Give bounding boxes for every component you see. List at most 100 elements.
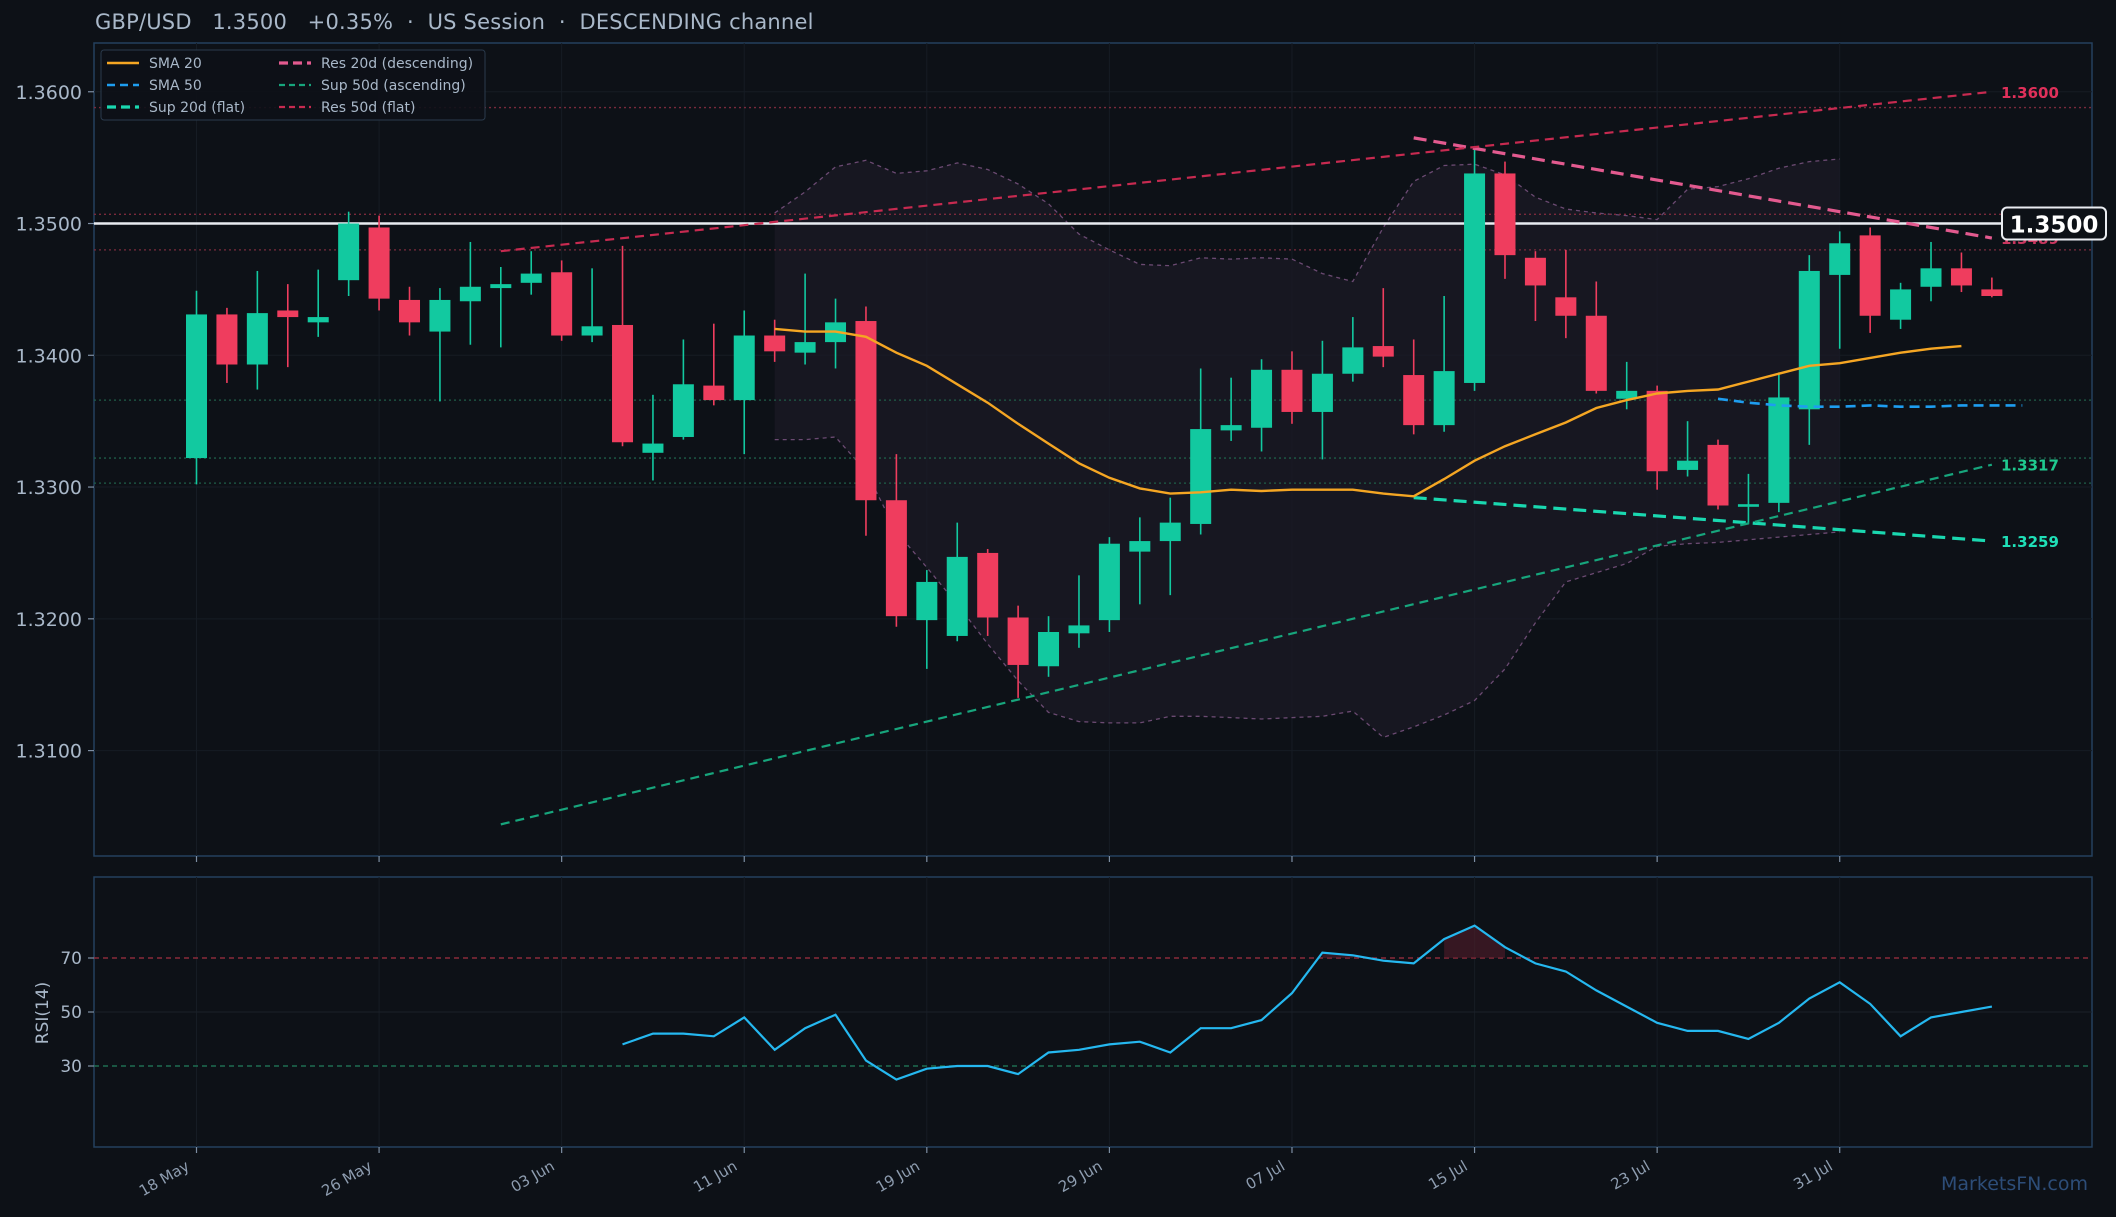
y-tick-label: 1.3400 [16, 345, 82, 367]
current-price-badge [2001, 206, 2107, 241]
candle-up [581, 326, 603, 336]
candle-up [946, 556, 968, 636]
candle-down [1372, 346, 1394, 357]
watermark: MarketsFN.com [1941, 1173, 2088, 1195]
candle-up [429, 299, 451, 332]
legend-label: Res 20d (descending) [321, 56, 473, 72]
candle-up [672, 384, 694, 437]
rsi-y-tick-label: 50 [60, 1003, 82, 1023]
rsi-overbought-fill [1474, 925, 1505, 958]
x-tick-label: 23 Jul [1608, 1157, 1653, 1194]
candle-down [1555, 297, 1577, 316]
candle-up [1251, 369, 1273, 428]
legend-label: Sup 20d (flat) [149, 100, 245, 116]
rsi-y-tick-label: 70 [60, 949, 82, 969]
x-tick-label: 26 May [319, 1157, 376, 1200]
candle-down [885, 500, 907, 617]
legend-label: SMA 50 [149, 78, 202, 94]
candle-down [977, 552, 999, 618]
candle-down [1981, 289, 2003, 296]
candle-up [1920, 268, 1942, 287]
x-tick-label: 31 Jul [1790, 1157, 1835, 1194]
candle-up [1342, 347, 1364, 374]
channel-line [500, 90, 1992, 253]
channel-line [500, 463, 1993, 826]
candle-down [764, 335, 786, 352]
candle-up [1464, 173, 1486, 383]
candle-up [1190, 429, 1212, 524]
candle-up [338, 223, 360, 281]
x-tick-label: 07 Jul [1243, 1157, 1288, 1194]
candle-up [1433, 371, 1455, 426]
candle-up [1311, 373, 1333, 412]
y-tick-label: 1.3100 [16, 741, 82, 763]
candle-down [1007, 617, 1029, 665]
candle-up [642, 443, 664, 453]
candle-up [1829, 243, 1851, 275]
candle-up [733, 335, 755, 401]
candle-up [1890, 289, 1912, 320]
rsi-axis-label: RSI(14) [33, 982, 53, 1045]
x-tick-label: 11 Jun [690, 1157, 740, 1196]
candle-down [1524, 257, 1546, 286]
candle-down [277, 310, 299, 318]
legend-label: Res 50d (flat) [321, 100, 415, 116]
x-tick-label: 03 Jun [508, 1157, 558, 1196]
candle-down [1403, 375, 1425, 426]
y-tick-label: 1.3500 [16, 214, 82, 236]
candle-down [1494, 173, 1516, 256]
candle-up [490, 284, 512, 289]
candle-down [1646, 390, 1668, 472]
candle-down [216, 314, 238, 365]
candle-up [1677, 460, 1699, 470]
rsi-line [622, 924, 1993, 1081]
y-tick-label: 1.3300 [16, 477, 82, 499]
candle-down [855, 321, 877, 501]
candle-down [1585, 315, 1607, 391]
candle-up [1129, 541, 1151, 552]
header-channel: DESCENDING channel [579, 10, 814, 34]
channel-level-label: 1.3317 [2001, 457, 2059, 475]
candle-up [794, 342, 816, 353]
rsi-overbought-fill [1444, 925, 1475, 958]
candle-up [916, 581, 938, 621]
candle-up [307, 317, 329, 323]
x-tick-label: 18 May [136, 1157, 193, 1200]
header-price: 1.3500 [212, 10, 288, 34]
header-session: US Session [427, 10, 546, 34]
candle-up [1737, 504, 1759, 507]
bollinger-upper-line [774, 158, 1840, 283]
candle-up [246, 313, 268, 365]
x-tick-label: 29 Jun [1055, 1157, 1105, 1196]
candle-up [1220, 425, 1242, 431]
channel-line [1413, 136, 1993, 240]
y-tick-label: 1.3200 [16, 609, 82, 631]
candle-down [1281, 369, 1303, 412]
header-symbol: GBP/USD [95, 10, 192, 34]
candle-down [368, 227, 390, 299]
candle-up [1768, 397, 1790, 503]
candle-down [1859, 235, 1881, 316]
candle-up [520, 273, 542, 283]
candle-up [1616, 390, 1638, 399]
candle-down [1950, 268, 1972, 286]
candle-up [186, 314, 207, 459]
candle-down [703, 385, 725, 401]
candle-up [1098, 543, 1120, 621]
rsi-y-tick-label: 30 [60, 1057, 82, 1077]
candle-up [1068, 625, 1090, 634]
candle-up [1798, 270, 1820, 410]
channel-level-label: 1.3600 [2001, 84, 2059, 102]
x-tick-label: 15 Jul [1425, 1157, 1470, 1194]
channel-level-label: 1.3259 [2001, 533, 2059, 551]
candle-down [612, 324, 634, 443]
candle-up [1038, 631, 1060, 667]
current-price-label: 1.3500 [2010, 213, 2099, 239]
y-tick-label: 1.3600 [16, 82, 82, 104]
candle-down [551, 272, 573, 336]
sma50-line [1717, 397, 2023, 408]
sma20-line [774, 327, 1962, 498]
legend-label: SMA 20 [149, 56, 202, 72]
